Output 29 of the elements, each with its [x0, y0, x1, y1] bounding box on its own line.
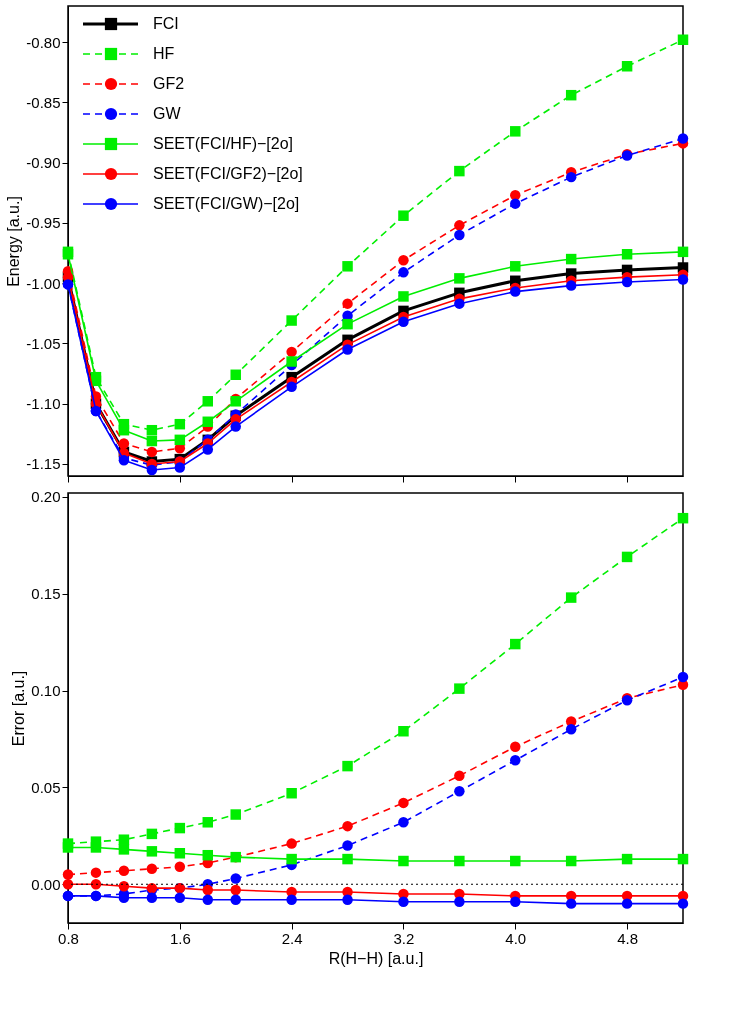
x-tick-label: 0.8	[58, 929, 79, 947]
y-tick-label: -1.10	[26, 395, 61, 413]
y-tick-label: 0.15	[31, 585, 61, 603]
y-tick-label: -0.80	[26, 33, 61, 51]
legend-label: HF	[153, 45, 175, 62]
y-tick-label: 0.00	[31, 875, 61, 893]
x-tick-label: 3.2	[393, 929, 415, 947]
y-axis-title: Error [a.u.]	[10, 670, 28, 747]
y-tick-label: -1.15	[26, 455, 61, 473]
y-tick-label: 0.10	[31, 682, 61, 700]
y-tick-label: -0.85	[26, 93, 61, 111]
legend-label: FCI	[153, 15, 179, 32]
y-tick-label: 0.20	[31, 488, 61, 506]
x-tick-label: 1.6	[169, 929, 191, 947]
y-tick-label: -1.00	[26, 274, 61, 292]
y-tick-label: -1.05	[26, 334, 61, 352]
y-tick-label: -0.90	[26, 154, 61, 172]
legend-label: SEET(FCI/HF)−[2o]	[153, 135, 294, 152]
x-tick-label: 2.4	[281, 929, 303, 947]
x-tick-label: 4.0	[505, 929, 527, 947]
legend-label: GW	[153, 105, 182, 122]
y-tick-label: 0.05	[31, 778, 61, 796]
x-tick-label: 4.8	[617, 929, 639, 947]
legend-label: GF2	[153, 75, 185, 92]
legend-label: SEET(FCI/GF2)−[2o]	[153, 165, 303, 182]
x-axis-title: R(H−H) [a.u.]	[328, 949, 424, 967]
legend-label: SEET(FCI/GW)−[2o]	[153, 195, 300, 212]
y-tick-label: -0.95	[26, 214, 61, 232]
y-axis-title: Energy [a.u.]	[5, 196, 23, 287]
